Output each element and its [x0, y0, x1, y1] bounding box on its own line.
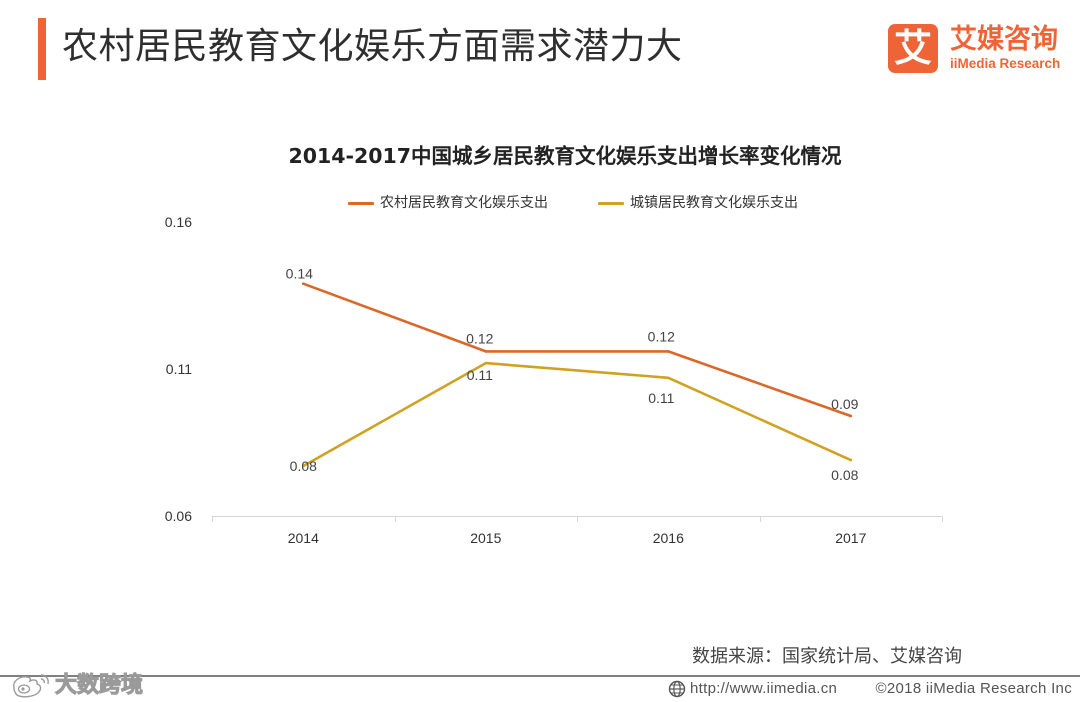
series-line-rural [302, 282, 853, 418]
page-title: 农村居民教育文化娱乐方面需求潜力大 [62, 26, 683, 67]
legend-swatch-rural [348, 201, 374, 205]
data-label-urban: 0.11 [648, 390, 674, 406]
data-label-urban: 0.11 [467, 367, 493, 383]
brand-logo-icon: 艾 [888, 24, 938, 73]
title-accent-bar [38, 18, 46, 80]
data-label-urban: 0.08 [831, 467, 858, 483]
brand-subtitle: iiMedia Research [950, 56, 1061, 71]
footer-divider [0, 675, 1080, 677]
legend-item-rural: 农村居民教育文化娱乐支出 [348, 194, 548, 212]
data-label-rural: 0.12 [648, 328, 675, 344]
copyright-notice: ©2018 iiMedia Research Inc [875, 680, 1072, 697]
x-tick-label: 2014 [288, 530, 319, 546]
series-line-urban [302, 361, 853, 468]
legend-swatch-urban [598, 201, 624, 205]
data-label-rural: 0.14 [286, 266, 313, 282]
legend-label-urban: 城镇居民教育文化娱乐支出 [630, 195, 798, 211]
globe-icon [668, 680, 686, 698]
y-tick-label: 0.11 [166, 361, 192, 377]
line-chart: 0.16 0.11 0.06 2014 2015 2016 2017 0.14 0.12 0.12… [165, 214, 943, 546]
data-label-urban: 0.08 [290, 458, 317, 474]
data-source-note: 数据来源：国家统计局、艾媒咨询 [692, 646, 962, 667]
data-point-rural [484, 350, 488, 353]
x-tick-label: 2015 [470, 530, 501, 546]
data-point-urban [849, 458, 853, 462]
y-tick-label: 0.06 [165, 508, 192, 524]
data-point-urban [667, 376, 670, 380]
brand-name: 艾媒咨询 [950, 24, 1058, 55]
data-point-urban [302, 464, 305, 468]
data-label-rural: 0.09 [831, 396, 858, 412]
data-label-rural: 0.12 [466, 330, 493, 346]
x-tick-label: 2017 [835, 530, 866, 546]
watermark-text: 大数跨境 [54, 673, 144, 699]
website-url: http://www.iimedia.cn [690, 680, 838, 697]
x-tick-label: 2016 [653, 530, 684, 546]
data-point-rural [667, 350, 670, 353]
chart-title: 2014-2017中国城乡居民教育文化娱乐支出增长率变化情况 [288, 144, 842, 168]
data-point-rural [849, 414, 853, 418]
y-tick-label: 0.16 [165, 214, 192, 230]
legend-item-urban: 城镇居民教育文化娱乐支出 [598, 194, 798, 212]
data-point-urban [484, 361, 488, 365]
legend-label-rural: 农村居民教育文化娱乐支出 [380, 195, 548, 211]
data-point-rural [302, 282, 305, 285]
weibo-watermark-icon [13, 674, 49, 698]
